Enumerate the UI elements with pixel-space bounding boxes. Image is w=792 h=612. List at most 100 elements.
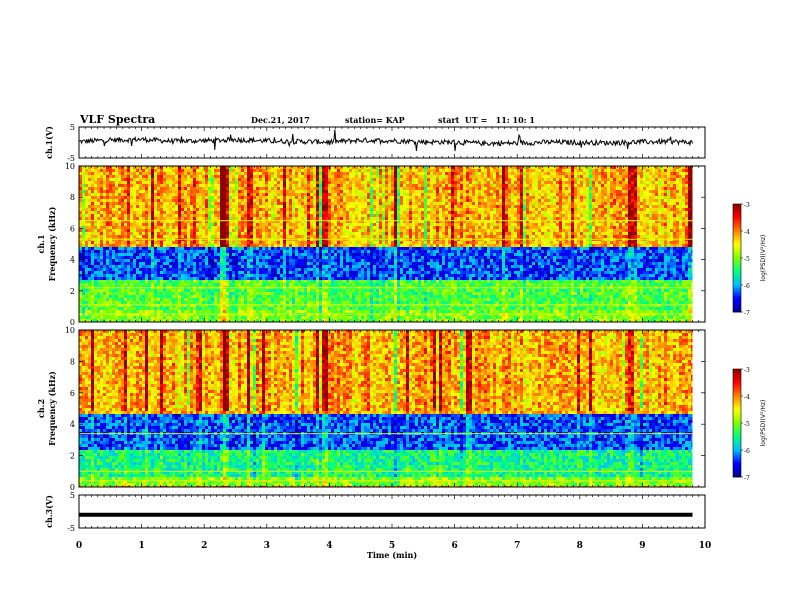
ch1-spec-cell: [268, 307, 272, 311]
ch1-spec-cell: [298, 256, 302, 260]
ch1-spec-cell: [322, 265, 326, 269]
ch1-spec-cell: [322, 208, 326, 212]
ch1-spec-cell: [274, 319, 278, 323]
ch1-spec-cell: [325, 181, 329, 185]
ch1-spec-cell: [214, 274, 218, 278]
ch1-spec-cell: [331, 202, 335, 206]
ch1-spec-cell: [274, 232, 278, 236]
ch1-spec-cell: [250, 172, 254, 176]
ch1-spec-cell: [325, 220, 329, 224]
ch1-spec-cell: [220, 301, 224, 305]
ch1-spec-cell: [175, 178, 179, 182]
ch1-spec-cell: [352, 235, 356, 239]
ch1-spec-cell: [91, 256, 95, 260]
ch1-spec-cell: [235, 268, 239, 272]
ch1-spec-cell: [82, 184, 86, 188]
ch1-spec-cell: [247, 253, 251, 257]
ch1-spec-cell: [241, 298, 245, 302]
ch1-spec-cell: [220, 190, 224, 194]
ch1-spec-cell: [334, 301, 338, 305]
ch1-spec-cell: [202, 259, 206, 263]
ch1-spec-cell: [151, 247, 155, 251]
ch1-spec-cell: [160, 187, 164, 191]
ch1-spec-cell: [109, 187, 113, 191]
ch1-spec-cell: [166, 208, 170, 212]
ch1-spec-cell: [130, 307, 134, 311]
ch1-spec-cell: [196, 193, 200, 197]
ch1-spec-cell: [208, 166, 212, 170]
ch1-spec-cell: [196, 175, 200, 179]
ch1-spec-cell: [310, 310, 314, 314]
ch1-spec-cell: [265, 208, 269, 212]
ch1-spec-cell: [352, 289, 356, 293]
ch1-spec-cell: [346, 190, 350, 194]
ch1-spec-cell: [205, 202, 209, 206]
ch1-spec-cell: [136, 184, 140, 188]
ch1-spec-cell: [214, 211, 218, 215]
ch1-spec-cell: [256, 175, 260, 179]
ch1-spec-cell: [121, 223, 125, 227]
ch1-spec-cell: [256, 283, 260, 287]
ch1-spec-cell: [247, 283, 251, 287]
ch1-spec-cell: [178, 289, 182, 293]
ch1-spec-cell: [286, 232, 290, 236]
ch1-spec-cell: [178, 220, 182, 224]
ch1-spec-cell: [82, 301, 86, 305]
ch1-spec-cell: [214, 247, 218, 251]
ch1-spec-cell: [334, 190, 338, 194]
ch1-spec-cell: [154, 229, 158, 233]
ch1-spec-cell: [301, 169, 305, 173]
ch1-spec-cell: [106, 208, 110, 212]
ch1-spec-cell: [289, 298, 293, 302]
ch1-spec-cell: [232, 277, 236, 281]
ch1-spec-cell: [289, 307, 293, 311]
ch1-spec-cell: [331, 298, 335, 302]
ch1-spec-cell: [241, 259, 245, 263]
ch1-spec-cell: [130, 235, 134, 239]
ch1-spec-cell: [136, 229, 140, 233]
ch1-spec-cell: [322, 235, 326, 239]
ch1-spec-cell: [316, 280, 320, 284]
ch1-spec-cell: [235, 280, 239, 284]
ch1-spec-cell: [205, 274, 209, 278]
ch1-spec-cell: [268, 289, 272, 293]
ch1-spec-cell: [172, 250, 176, 254]
ch1-spec-cell: [223, 298, 227, 302]
ch1-spec-cell: [166, 319, 170, 323]
ch1-spec-cell: [112, 265, 116, 269]
ch1-spec-cell: [352, 310, 356, 314]
ch1-spec-cell: [187, 181, 191, 185]
ch1-spec-cell: [295, 181, 299, 185]
ch1-spec-cell: [151, 172, 155, 176]
ch1-spec-cell: [142, 265, 146, 269]
ch1-spec-cell: [244, 292, 248, 296]
ch1-spec-cell: [82, 175, 86, 179]
ch1-spec-cell: [127, 214, 131, 218]
ch1-spec-cell: [106, 169, 110, 173]
ch1-spec-cell: [283, 172, 287, 176]
ch1-spec-cell: [352, 208, 356, 212]
ch1-spec-cell: [142, 199, 146, 203]
ch1-spec-cell: [130, 271, 134, 275]
ch1-spec-cell: [295, 202, 299, 206]
ch1-spec-cell: [238, 301, 242, 305]
ch1-spec-cell: [232, 184, 236, 188]
ch1-spec-cell: [241, 319, 245, 323]
ch1-spec-cell: [292, 295, 296, 299]
ch1-spec-cell: [214, 295, 218, 299]
ch1-spec-cell: [88, 256, 92, 260]
ch1-spec-cell: [169, 220, 173, 224]
ch1-spec-cell: [328, 214, 332, 218]
ch1-spec-cell: [154, 271, 158, 275]
ch1-spec-cell: [322, 196, 326, 200]
ch1-spec-cell: [232, 199, 236, 203]
ch1-spec-cell: [349, 175, 353, 179]
ch1-spec-cell: [253, 184, 257, 188]
ch1-spec-cell: [220, 169, 224, 173]
ch1-spec-cell: [244, 304, 248, 308]
ch1-spec-cell: [313, 250, 317, 254]
ch1-spec-cell: [352, 241, 356, 245]
ch1-spec-cell: [328, 175, 332, 179]
ch1-spec-cell: [112, 256, 116, 260]
ch1-spec-cell: [79, 301, 83, 305]
